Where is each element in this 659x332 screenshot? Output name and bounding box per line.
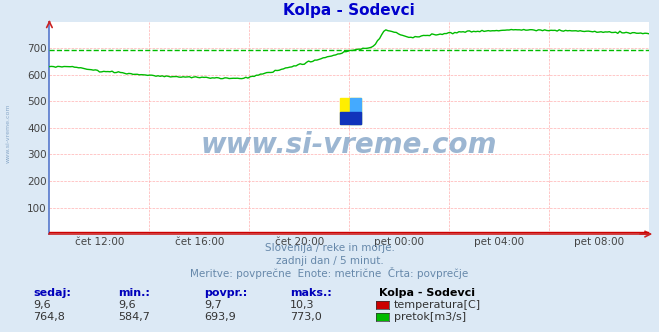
Text: Meritve: povprečne  Enote: metrične  Črta: povprečje: Meritve: povprečne Enote: metrične Črta:… (190, 267, 469, 279)
Text: sedaj:: sedaj: (33, 288, 71, 298)
Bar (350, 98, 361, 124)
Text: 584,7: 584,7 (119, 312, 150, 322)
Bar (340, 98, 361, 124)
Text: povpr.:: povpr.: (204, 288, 248, 298)
Title: Kolpa - Sodevci: Kolpa - Sodevci (283, 3, 415, 18)
Text: Slovenija / reke in morje.: Slovenija / reke in morje. (264, 243, 395, 253)
Bar (340, 112, 361, 124)
Text: maks.:: maks.: (290, 288, 331, 298)
Text: temperatura[C]: temperatura[C] (394, 300, 481, 310)
Text: www.si-vreme.com: www.si-vreme.com (5, 103, 11, 163)
Text: 773,0: 773,0 (290, 312, 322, 322)
Text: 9,6: 9,6 (33, 300, 51, 310)
Text: 10,3: 10,3 (290, 300, 314, 310)
Text: pretok[m3/s]: pretok[m3/s] (394, 312, 466, 322)
Text: min.:: min.: (119, 288, 150, 298)
Text: 9,7: 9,7 (204, 300, 222, 310)
Text: zadnji dan / 5 minut.: zadnji dan / 5 minut. (275, 256, 384, 266)
Text: Kolpa - Sodevci: Kolpa - Sodevci (379, 288, 475, 298)
Text: 9,6: 9,6 (119, 300, 136, 310)
Text: 764,8: 764,8 (33, 312, 65, 322)
Text: 693,9: 693,9 (204, 312, 236, 322)
Text: www.si-vreme.com: www.si-vreme.com (201, 131, 498, 159)
